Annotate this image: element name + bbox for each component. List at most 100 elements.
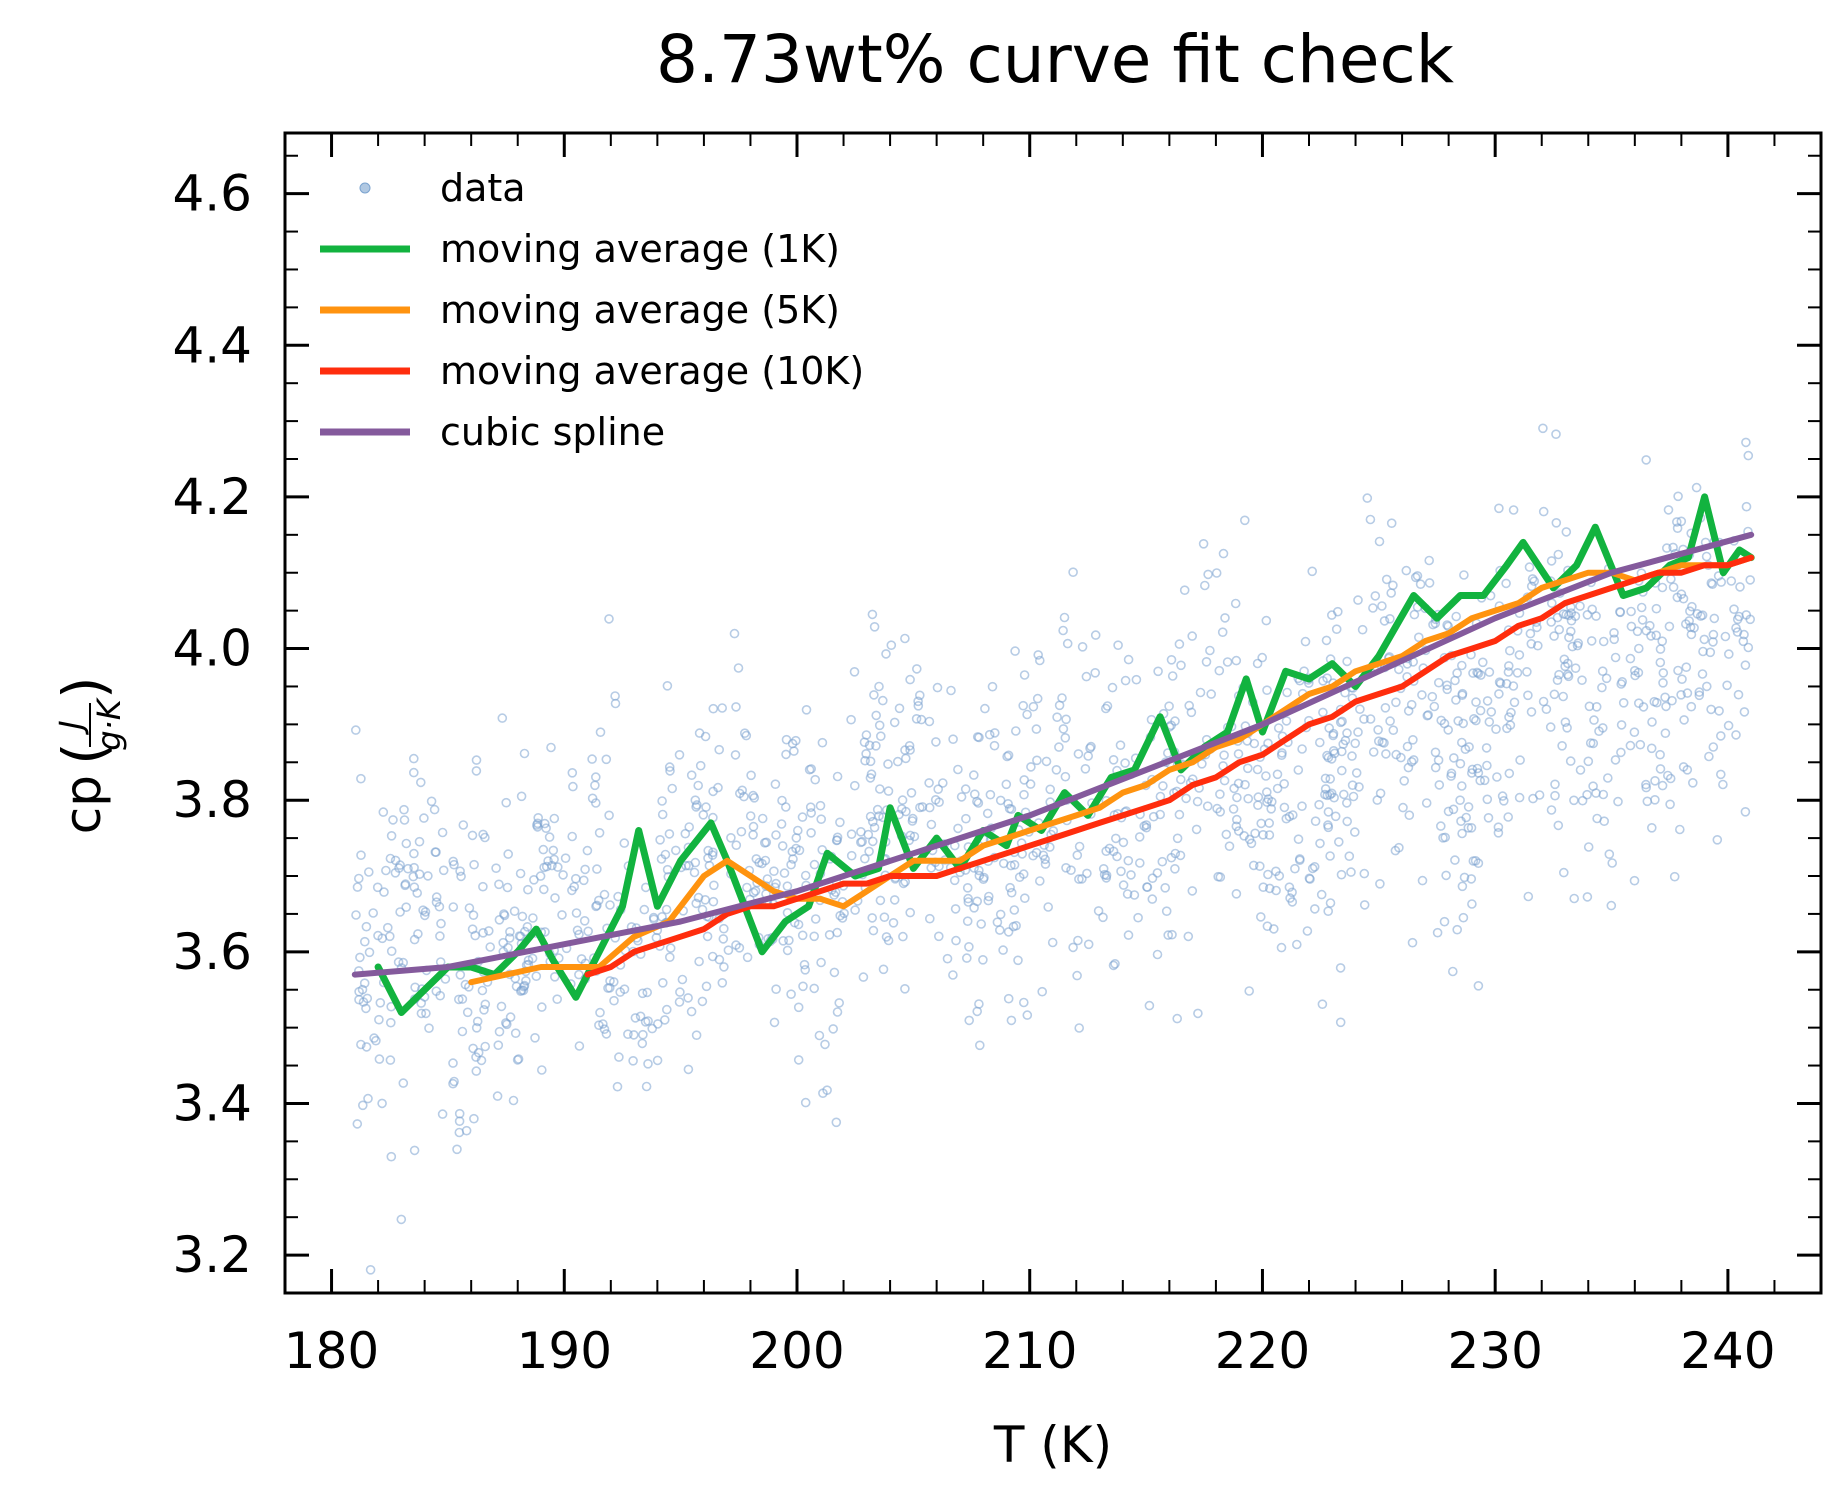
- data-point: [1597, 666, 1608, 677]
- data-point: [1577, 795, 1588, 806]
- data-point: [1233, 749, 1244, 759]
- data-point: [415, 777, 426, 788]
- data-point: [1610, 755, 1621, 765]
- data-point: [1478, 657, 1488, 668]
- data-point: [1434, 677, 1444, 688]
- data-point: [448, 1058, 458, 1068]
- data-point: [1552, 675, 1563, 686]
- data-point: [436, 918, 446, 929]
- data-point: [410, 982, 420, 993]
- data-point: [361, 1003, 371, 1014]
- data-point: [1108, 754, 1119, 765]
- data-point: [1672, 517, 1682, 527]
- data-point: [1501, 578, 1511, 589]
- data-point: [926, 863, 937, 873]
- data-point: [1720, 631, 1731, 642]
- data-point: [858, 972, 869, 982]
- data-point: [1161, 906, 1172, 917]
- data-point: [1512, 667, 1523, 678]
- data-point: [1350, 827, 1360, 837]
- data-point: [1633, 667, 1644, 678]
- data-point: [748, 887, 759, 898]
- data-point: [1187, 631, 1197, 641]
- data-point: [1646, 631, 1656, 641]
- data-point: [1553, 820, 1564, 831]
- data-point: [457, 1026, 468, 1037]
- data-point: [1469, 713, 1479, 724]
- data-point: [1408, 734, 1418, 745]
- data-point: [1733, 689, 1744, 700]
- data-point: [1682, 688, 1693, 698]
- legend-item: moving average (10K): [320, 349, 864, 393]
- data-point: [1068, 942, 1078, 953]
- data-point: [1365, 514, 1376, 525]
- data-point: [701, 981, 712, 992]
- data-point: [1031, 724, 1042, 734]
- data-point: [583, 926, 594, 937]
- data-point: [1463, 822, 1474, 833]
- data-point: [516, 791, 527, 802]
- data-point: [1525, 628, 1536, 639]
- data-point: [1157, 856, 1168, 867]
- data-point: [359, 936, 370, 947]
- data-point: [552, 862, 563, 872]
- data-point: [1093, 906, 1104, 916]
- data-point: [686, 770, 697, 781]
- data-point: [683, 1064, 694, 1075]
- data-point: [1570, 611, 1581, 622]
- y-axis-label-open-paren: (: [50, 742, 118, 765]
- data-point: [871, 740, 881, 751]
- data-point: [1464, 742, 1474, 752]
- data-point: [1603, 773, 1613, 783]
- data-point: [905, 674, 915, 685]
- data-point: [1359, 714, 1369, 724]
- data-point: [546, 742, 556, 753]
- data-point: [907, 816, 918, 826]
- data-point: [661, 1004, 672, 1015]
- data-point: [1481, 743, 1492, 753]
- data-point: [557, 910, 567, 920]
- data-point: [978, 954, 988, 965]
- data-point: [579, 915, 590, 926]
- data-point: [1702, 681, 1712, 692]
- data-point: [998, 945, 1008, 955]
- data-point: [972, 896, 983, 907]
- data-point: [700, 731, 711, 742]
- data-point: [694, 956, 704, 967]
- data-point: [532, 818, 543, 829]
- data-point: [1139, 821, 1149, 831]
- data-point: [1061, 862, 1071, 873]
- data-point: [1455, 758, 1466, 769]
- data-point: [875, 731, 886, 742]
- data-point: [1554, 624, 1564, 635]
- data-point: [726, 832, 736, 843]
- data-point: [1472, 763, 1483, 774]
- data-point: [505, 926, 515, 937]
- data-point: [867, 836, 878, 847]
- data-point: [1541, 704, 1552, 715]
- data-point: [1634, 643, 1644, 654]
- data-point: [972, 796, 982, 807]
- data-point: [1231, 655, 1242, 666]
- data-point: [968, 770, 979, 780]
- data-point: [1214, 665, 1225, 676]
- data-point: [471, 1023, 482, 1033]
- data-point: [683, 993, 693, 1003]
- data-point: [1272, 783, 1283, 794]
- data-point: [757, 813, 768, 824]
- data-point: [408, 767, 419, 778]
- data-point: [528, 913, 538, 923]
- data-point: [828, 1024, 839, 1034]
- data-point: [1658, 677, 1668, 688]
- data-point: [1083, 939, 1094, 950]
- data-point: [400, 880, 410, 891]
- data-point: [948, 734, 958, 745]
- data-point: [733, 663, 744, 673]
- data-point: [1252, 658, 1263, 669]
- data-point: [926, 819, 937, 830]
- data-point: [1342, 816, 1352, 827]
- data-point: [1459, 872, 1470, 883]
- data-point: [1403, 762, 1414, 773]
- data-point: [675, 987, 685, 997]
- data-point: [1559, 654, 1570, 665]
